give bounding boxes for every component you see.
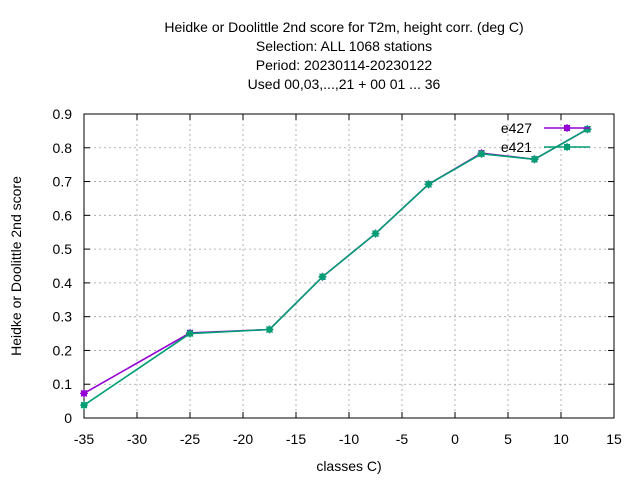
series-line-e421 [83, 128, 588, 406]
legend-label-e421: e421 [501, 139, 532, 155]
x-axis-label: classes C) [316, 458, 381, 474]
data-point-e421 [265, 325, 274, 334]
chart-title: Heidke or Doolittle 2nd score for T2m, h… [164, 19, 523, 92]
x-tick-label: -30 [127, 431, 147, 447]
x-tick-label: 0 [451, 431, 459, 447]
title-line: Used 00,03,...,21 + 00 01 ... 36 [248, 76, 441, 92]
data-point-e421 [186, 329, 194, 338]
y-tick-label: 0.8 [53, 140, 73, 156]
y-tick-label: 0.9 [53, 106, 73, 122]
data-point-e421 [583, 125, 592, 134]
data-point-e427 [80, 389, 88, 398]
x-tick-label: 5 [504, 431, 512, 447]
x-tick-label: 15 [606, 431, 622, 447]
legend: e427 e421 [501, 120, 590, 155]
y-tick-label: 0.7 [53, 174, 73, 190]
data-point-e421 [80, 401, 88, 410]
legend-marker-e427 [563, 124, 571, 132]
y-tick-label: 0.5 [53, 241, 73, 257]
y-tick-label: 0.3 [53, 309, 73, 325]
title-line: Heidke or Doolittle 2nd score for T2m, h… [164, 19, 523, 35]
data-point-e421 [318, 272, 327, 281]
y-tick-label: 0 [64, 410, 72, 426]
data-point-e421 [371, 229, 380, 238]
x-tick-label: -25 [180, 431, 200, 447]
x-tick-label: -10 [339, 431, 359, 447]
y-tick-label: 0.2 [53, 342, 73, 358]
y-tick-label: 0.1 [53, 376, 73, 392]
x-tick-label: -35 [74, 431, 94, 447]
legend-marker-e421 [563, 143, 571, 151]
ticks: -35 -30 -25 -20 -15 -10 -5 0 5 10 15 0 0.1 0.2 0.3 0.4 0… [53, 106, 622, 447]
data-point-e421 [424, 180, 433, 189]
title-line: Selection: ALL 1068 stations [256, 38, 432, 54]
series [80, 125, 592, 410]
series-e421 [80, 125, 592, 410]
y-tick-label: 0.6 [53, 207, 73, 223]
x-tick-label: 10 [553, 431, 569, 447]
data-point-e421 [530, 155, 539, 164]
legend-label-e427: e427 [501, 120, 532, 136]
y-tick-label: 0.4 [53, 275, 73, 291]
x-tick-label: -20 [233, 431, 253, 447]
y-axis-label: Heidke or Doolittle 2nd score [8, 176, 24, 356]
data-point-e421 [477, 149, 486, 158]
grid [84, 114, 614, 418]
x-tick-label: -5 [396, 431, 409, 447]
title-line: Period: 20230114-20230122 [256, 57, 433, 73]
x-tick-label: -15 [286, 431, 306, 447]
